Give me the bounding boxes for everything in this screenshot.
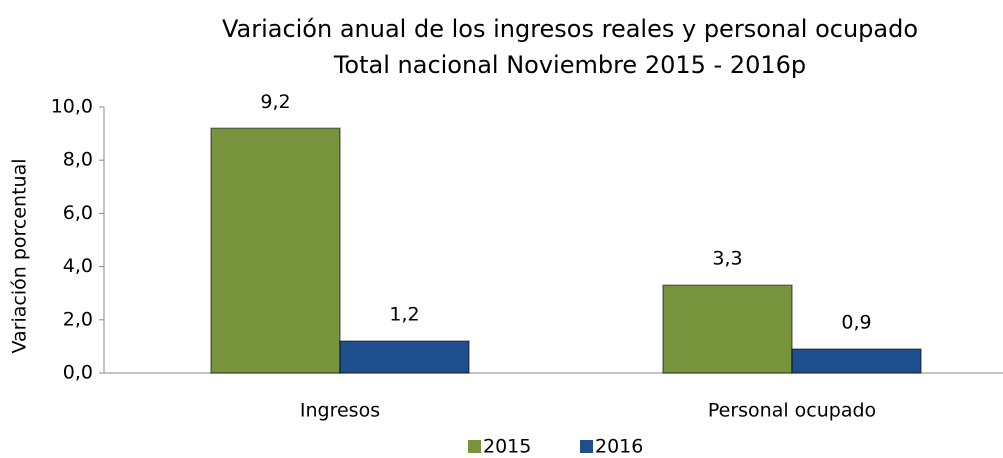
legend-swatch xyxy=(468,440,481,453)
y-tick-label: 10,0 xyxy=(51,96,93,118)
y-tick-label: 6,0 xyxy=(63,202,93,224)
data-label: 1,2 xyxy=(389,304,419,326)
y-tick-label: 0,0 xyxy=(63,362,93,384)
y-axis-label: Variación porcentual xyxy=(9,158,31,353)
bar xyxy=(339,340,470,374)
bar xyxy=(791,348,922,374)
data-label: 9,2 xyxy=(260,91,290,113)
legend-label: 2016 xyxy=(595,436,643,458)
data-label: 3,3 xyxy=(712,248,742,270)
y-tick-label: 4,0 xyxy=(63,255,93,277)
x-tick-label: Personal ocupado xyxy=(708,400,876,422)
data-label: 0,9 xyxy=(841,312,871,334)
y-tick-label: 8,0 xyxy=(63,149,93,171)
bar xyxy=(210,127,341,374)
x-tick-label: Ingresos xyxy=(300,400,380,422)
chart-title: Variación anual de los ingresos reales y… xyxy=(222,15,918,43)
bar xyxy=(662,284,793,374)
chart-subtitle: Total nacional Noviembre 2015 - 2016p xyxy=(333,51,806,79)
legend-label: 2015 xyxy=(483,436,531,458)
y-tick-label: 2,0 xyxy=(63,308,93,330)
legend-swatch xyxy=(580,440,593,453)
